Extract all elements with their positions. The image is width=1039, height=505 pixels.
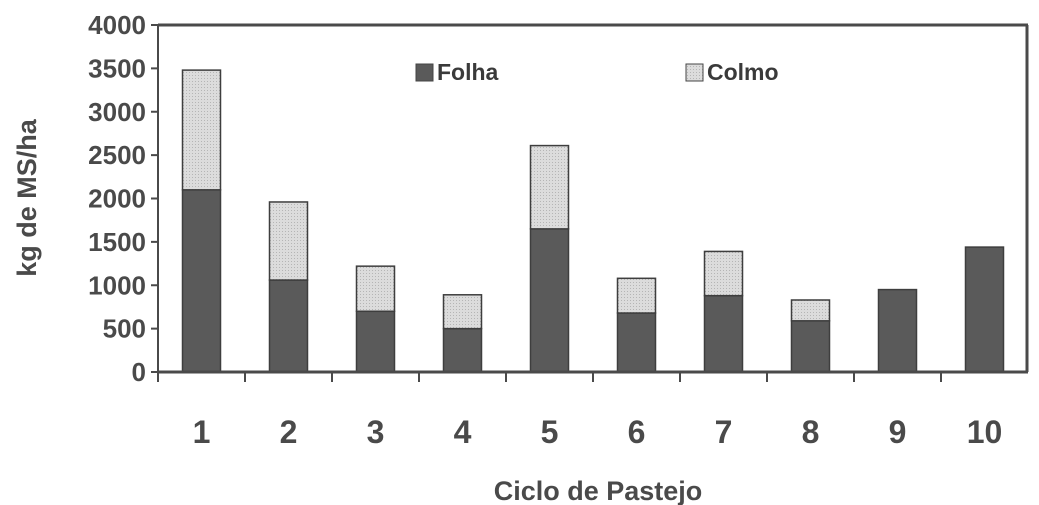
bar-colmo-5 [529,144,570,230]
x-tick-label: 9 [889,414,907,450]
x-tick-label: 5 [541,414,559,450]
y-axis-label: kg de MS/ha [12,118,42,277]
bar-folha-10 [964,246,1005,373]
bar-colmo-8 [790,299,831,322]
x-tick-label: 10 [967,414,1003,450]
x-tick-label: 4 [454,414,472,450]
y-tick-label: 500 [103,314,146,344]
bar-folha-7 [703,294,744,373]
bar-folha-1 [181,189,222,373]
x-axis-ticks: 1 2 3 4 5 6 7 8 9 10 [157,372,1003,450]
x-tick-label: 3 [367,414,385,450]
bars-group [181,69,1005,373]
legend-label-colmo: Colmo [707,59,779,85]
bar-colmo-1 [181,69,222,191]
bar-folha-6 [616,312,657,373]
y-tick-label: 1500 [88,227,146,257]
y-tick-label: 4000 [88,10,146,40]
y-tick-label: 3500 [88,53,146,83]
x-tick-label: 8 [802,414,820,450]
y-tick-label: 1000 [88,270,146,300]
bar-folha-5 [529,228,570,373]
legend-label-folha: Folha [437,59,499,85]
x-axis-label: Ciclo de Pastejo [494,476,703,505]
legend-swatch-colmo [685,63,704,82]
bar-folha-9 [877,288,918,373]
x-tick-label: 7 [715,414,733,450]
bar-colmo-2 [268,201,309,281]
y-tick-label: 2500 [88,140,146,170]
y-tick-label: 2000 [88,184,146,214]
bar-folha-8 [790,320,831,373]
y-tick-label: 0 [132,357,146,387]
x-tick-label: 1 [193,414,211,450]
legend: Folha Colmo [415,59,779,85]
bar-colmo-4 [442,294,483,330]
x-tick-label: 2 [280,414,298,450]
bar-folha-3 [355,310,396,373]
y-axis-ticks: 0 500 1000 1500 2000 2500 3000 3500 4000 [88,10,158,387]
bar-colmo-3 [355,265,396,313]
bar-colmo-6 [616,277,657,314]
bar-folha-4 [442,327,483,373]
bar-folha-2 [268,279,309,373]
y-tick-label: 3000 [88,97,146,127]
bar-colmo-7 [703,250,744,297]
x-tick-label: 6 [628,414,646,450]
legend-swatch-folha [415,63,434,82]
